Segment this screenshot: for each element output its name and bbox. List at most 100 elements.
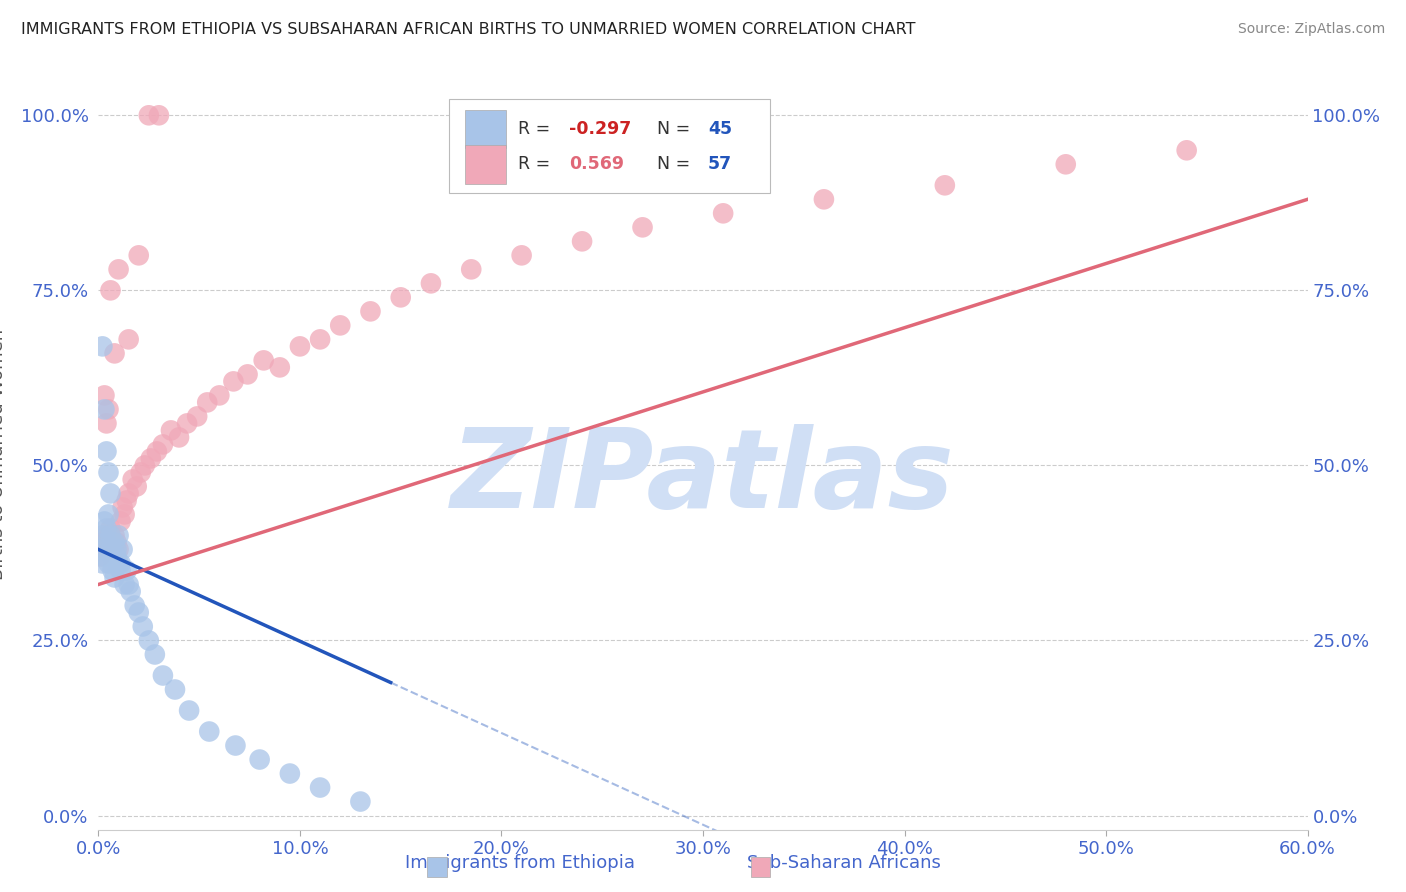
Point	[101, 564, 124, 578]
Point	[360, 304, 382, 318]
Point	[138, 108, 160, 122]
Point	[110, 564, 132, 578]
Point	[103, 535, 125, 549]
Point	[93, 549, 115, 564]
Point	[100, 486, 122, 500]
Point	[105, 549, 128, 564]
Point	[97, 466, 120, 480]
Point	[571, 235, 593, 249]
Point	[163, 682, 186, 697]
Point	[103, 570, 125, 584]
Point	[100, 542, 122, 557]
Point	[128, 606, 150, 620]
Point	[253, 353, 276, 368]
Point	[97, 535, 120, 549]
Text: 0.569: 0.569	[569, 155, 624, 173]
Point	[129, 466, 152, 480]
Point	[195, 395, 218, 409]
Point	[101, 542, 124, 557]
Text: Sub-Saharan Africans: Sub-Saharan Africans	[747, 855, 941, 872]
Point	[288, 339, 311, 353]
Text: ZIPatlas: ZIPatlas	[451, 424, 955, 531]
Point	[105, 535, 128, 549]
FancyBboxPatch shape	[449, 99, 769, 193]
Point	[93, 402, 115, 417]
Point	[93, 388, 115, 402]
Point	[111, 542, 134, 557]
Point	[96, 417, 118, 431]
Point	[118, 486, 141, 500]
Point	[110, 557, 132, 571]
FancyBboxPatch shape	[465, 145, 506, 184]
Text: -0.297: -0.297	[569, 120, 631, 138]
Text: Immigrants from Ethiopia: Immigrants from Ethiopia	[405, 855, 636, 872]
Point	[97, 557, 120, 571]
Point	[121, 472, 143, 486]
Point	[349, 795, 371, 809]
Point	[97, 402, 120, 417]
Point	[91, 339, 114, 353]
Point	[179, 704, 201, 718]
Point	[198, 724, 221, 739]
Point	[631, 220, 654, 235]
Point	[389, 290, 412, 304]
Point	[510, 248, 533, 262]
Point	[249, 752, 271, 766]
Point	[105, 542, 128, 557]
Point	[100, 521, 122, 535]
FancyBboxPatch shape	[465, 110, 506, 148]
Point	[124, 599, 146, 613]
Point	[222, 375, 245, 389]
Text: 57: 57	[707, 155, 733, 173]
Point	[309, 332, 332, 346]
Point	[143, 648, 166, 662]
Point	[118, 577, 141, 591]
Point	[139, 451, 162, 466]
Point	[167, 430, 190, 444]
Point	[309, 780, 332, 795]
Point	[89, 549, 111, 564]
Point	[152, 668, 174, 682]
Point	[103, 346, 125, 360]
Point	[146, 444, 169, 458]
Y-axis label: Births to Unmarried Women: Births to Unmarried Women	[0, 329, 7, 581]
Text: 45: 45	[707, 120, 733, 138]
Point	[118, 332, 141, 346]
Point	[93, 515, 115, 529]
Point	[134, 458, 156, 473]
Point	[208, 388, 231, 402]
Point	[132, 619, 155, 633]
Point	[96, 535, 118, 549]
Text: Source: ZipAtlas.com: Source: ZipAtlas.com	[1237, 22, 1385, 37]
Point	[1054, 157, 1077, 171]
Text: N =: N =	[657, 120, 696, 138]
Point	[114, 508, 136, 522]
Point	[93, 542, 115, 557]
Point	[101, 549, 124, 564]
Point	[269, 360, 291, 375]
Point	[934, 178, 956, 193]
Point	[420, 277, 443, 291]
Point	[186, 409, 208, 424]
Point	[103, 528, 125, 542]
Text: R =: R =	[517, 120, 555, 138]
Point	[89, 542, 111, 557]
Point	[125, 479, 148, 493]
Point	[120, 584, 142, 599]
Point	[97, 508, 120, 522]
Text: N =: N =	[657, 155, 696, 173]
Point	[278, 766, 301, 780]
Point	[91, 535, 114, 549]
Point	[148, 108, 170, 122]
Point	[176, 417, 198, 431]
Point	[91, 528, 114, 542]
Point	[138, 633, 160, 648]
Point	[236, 368, 259, 382]
Point	[460, 262, 482, 277]
Point	[107, 528, 129, 542]
Point	[128, 248, 150, 262]
Point	[813, 192, 835, 206]
Point	[96, 528, 118, 542]
Point	[107, 542, 129, 557]
Point	[96, 521, 118, 535]
